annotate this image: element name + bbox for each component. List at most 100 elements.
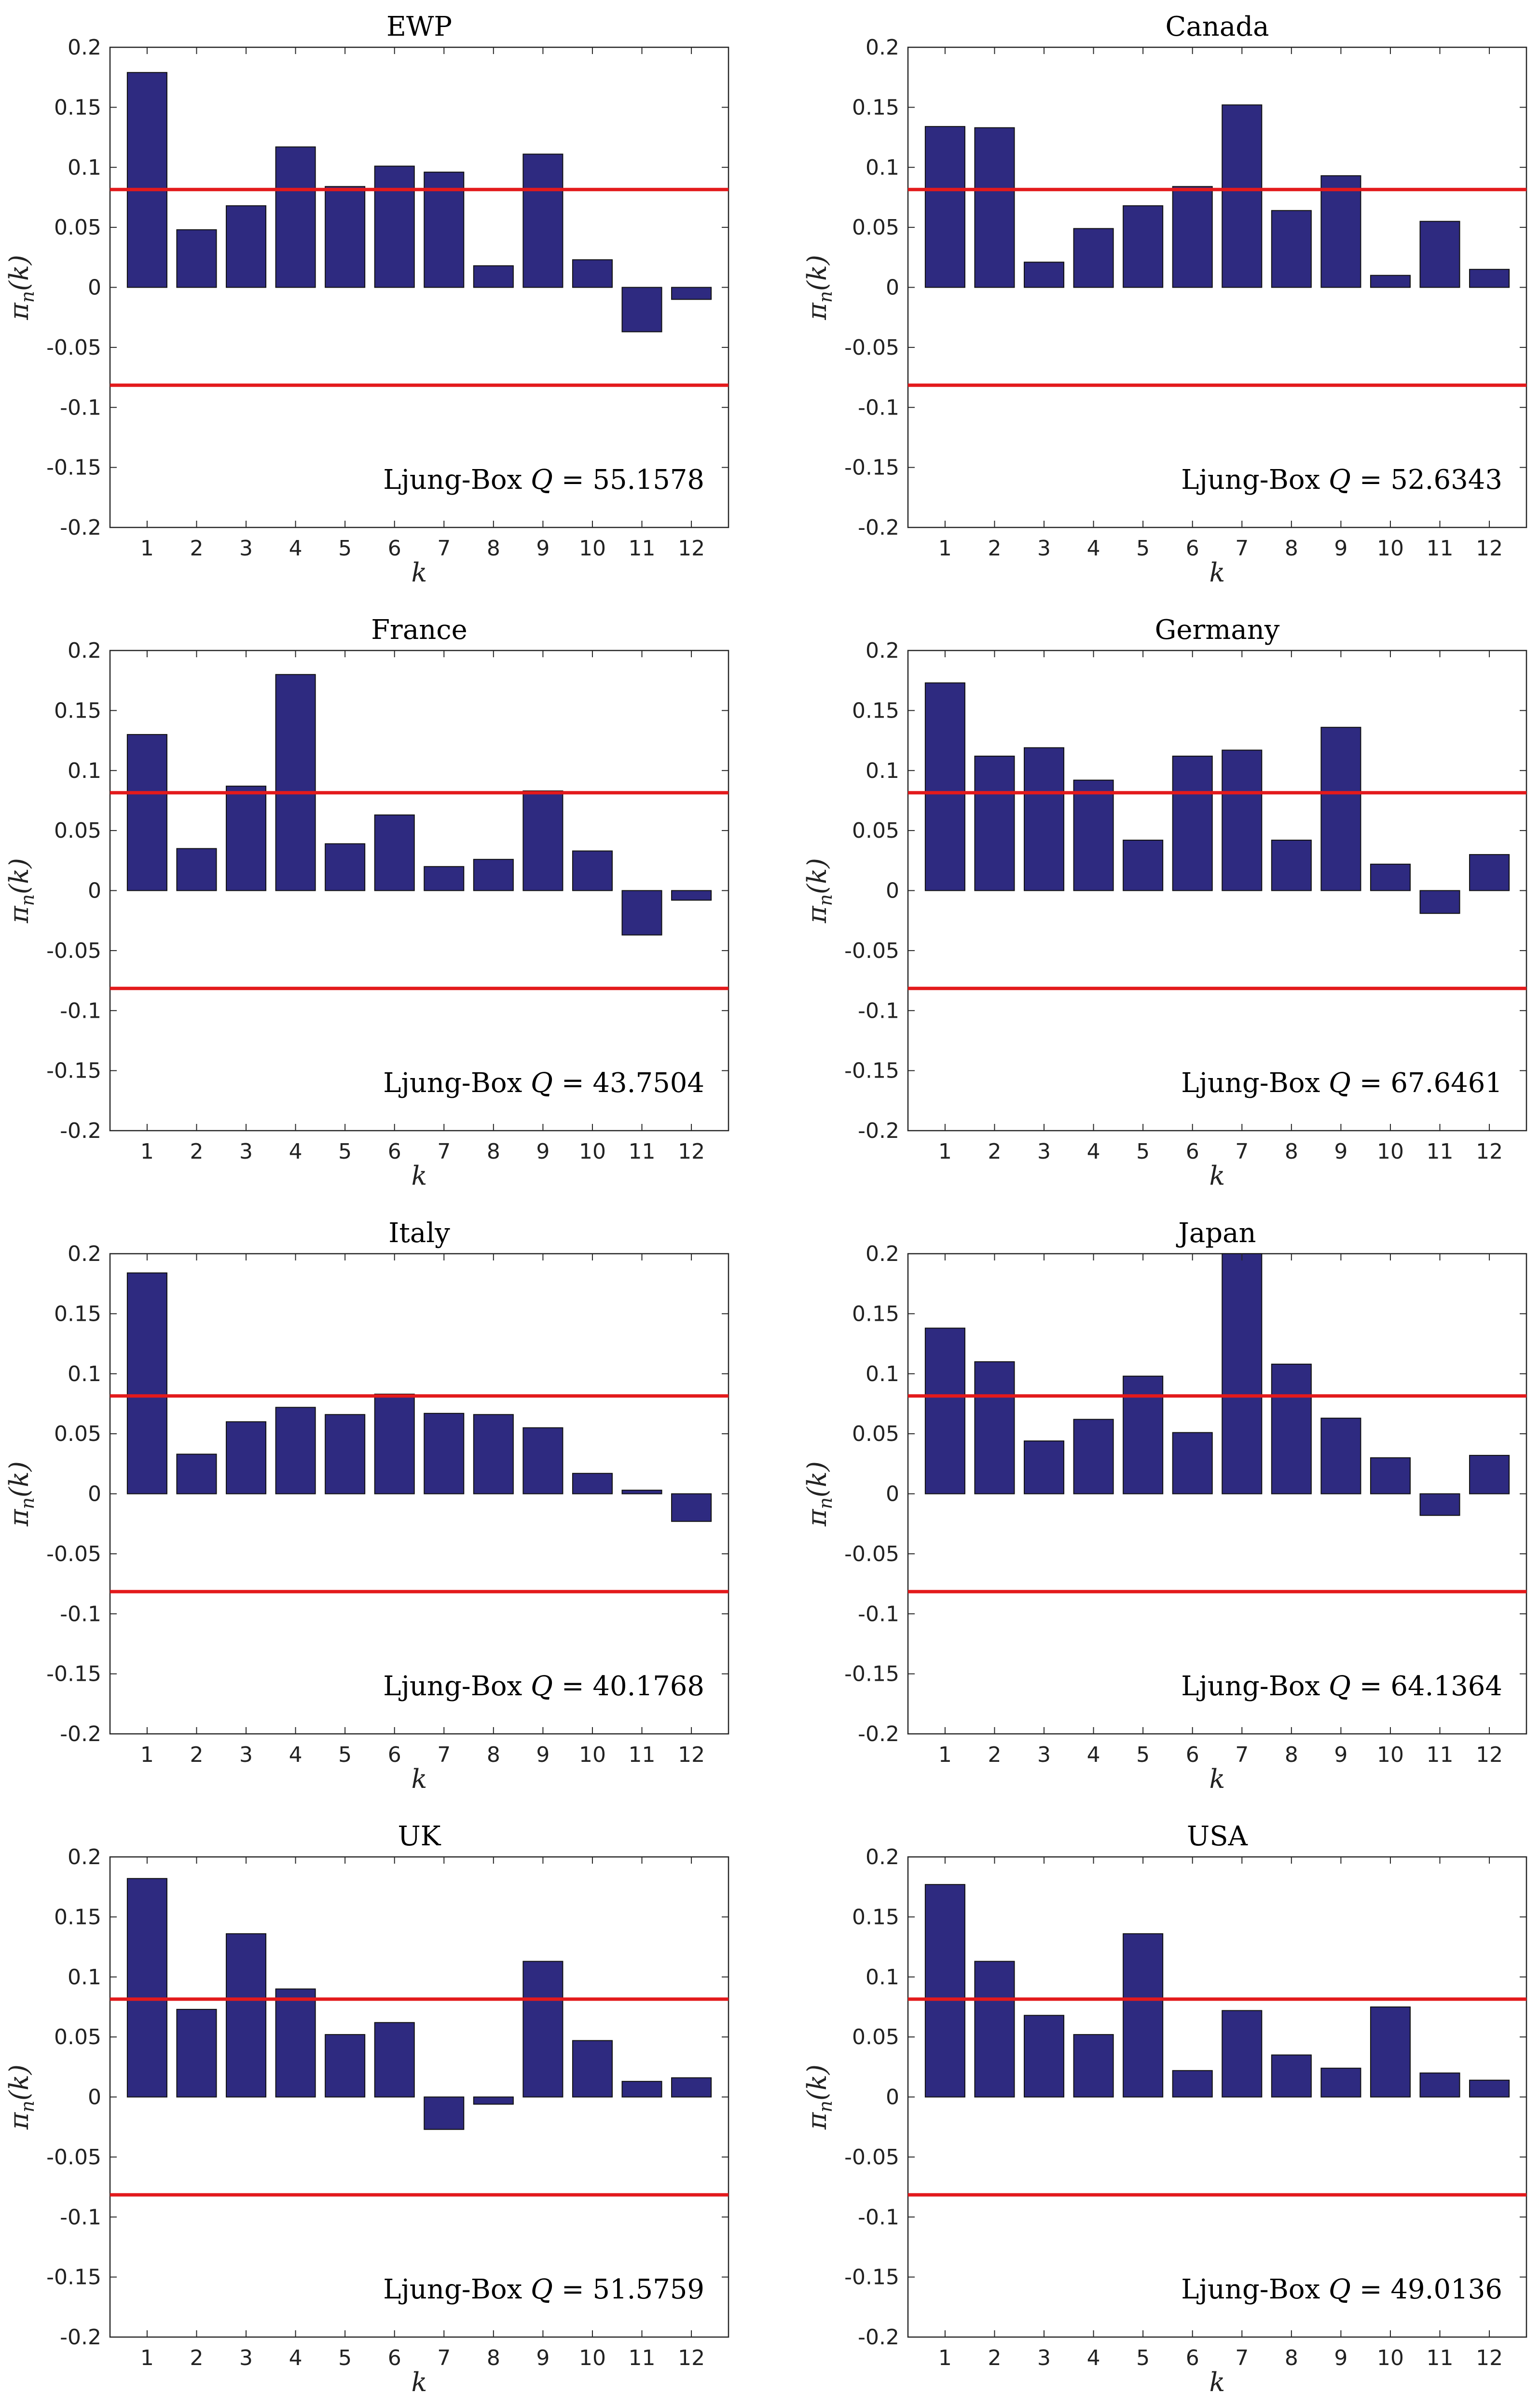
panel-title: Italy: [388, 1218, 450, 1249]
y-axis-label-base: π: [4, 905, 34, 924]
x-axis-label: k: [1209, 2367, 1225, 2397]
annotation-q: Q: [1329, 2274, 1351, 2305]
y-axis-label-sub: n: [815, 894, 836, 906]
annotation-value: = 67.6461: [1351, 1067, 1502, 1099]
y-tick-label: 0: [886, 276, 899, 300]
x-tick-label: 8: [487, 2346, 500, 2370]
annotation-q: Q: [1329, 464, 1351, 496]
annotation-prefix: Ljung-Box: [1181, 464, 1329, 496]
bar: [275, 674, 316, 891]
bar: [1419, 221, 1460, 288]
bar: [473, 265, 514, 288]
y-tick-label: -0.1: [60, 1602, 101, 1626]
bar: [325, 1414, 366, 1495]
x-tick-label: 5: [338, 1139, 352, 1164]
bar: [671, 890, 712, 901]
y-axis-label: πn(k): [4, 1461, 38, 1527]
y-tick-label: -0.15: [844, 1059, 899, 1083]
y-axis-label-sub: n: [815, 1497, 836, 1509]
y-tick-label: -0.1: [858, 1602, 899, 1626]
annotation-q: Q: [531, 2274, 553, 2305]
y-tick-label: 0: [88, 276, 101, 300]
y-tick-label: 0.05: [852, 1422, 899, 1446]
y-tick-label: -0.05: [46, 335, 101, 360]
x-tick-label: 6: [1186, 536, 1199, 561]
bar: [176, 848, 217, 891]
y-tick-label: -0.05: [844, 2145, 899, 2170]
x-tick-label: 12: [1476, 1743, 1503, 1767]
x-tick-label: 11: [629, 2346, 656, 2370]
x-tick-label: 3: [1037, 2346, 1051, 2370]
bar: [275, 1988, 316, 2098]
x-axis-label: k: [412, 1161, 427, 1191]
bar: [572, 850, 613, 891]
bar: [1172, 755, 1213, 891]
bar: [176, 1453, 217, 1495]
x-axis-label: k: [1209, 557, 1225, 588]
x-tick-label: 3: [239, 1743, 253, 1767]
annotation-prefix: Ljung-Box: [1181, 1671, 1329, 1702]
bar: [1222, 104, 1263, 288]
y-axis-label: πn(k): [4, 2064, 38, 2130]
x-tick-label: 9: [1334, 1139, 1347, 1164]
x-tick-label: 10: [579, 1139, 606, 1164]
x-tick-label: 2: [190, 1743, 203, 1767]
x-tick-label: 4: [1087, 1743, 1100, 1767]
x-tick-label: 2: [190, 536, 203, 561]
y-tick-label: -0.05: [46, 2145, 101, 2170]
y-axis-label-arg: (k): [4, 858, 34, 894]
x-tick-label: 3: [239, 2346, 253, 2370]
x-tick-label: 7: [1235, 1743, 1249, 1767]
x-tick-label: 7: [437, 1743, 451, 1767]
y-tick-label: 0.05: [852, 818, 899, 843]
x-tick-label: 8: [1285, 1139, 1298, 1164]
y-axis-label-base: π: [802, 302, 832, 320]
y-axis-label: πn(k): [802, 1461, 836, 1527]
ljung-box-annotation: Ljung-Box Q = 40.1768: [383, 1671, 704, 1702]
bar: [1320, 727, 1361, 891]
x-axis-label: k: [1209, 1764, 1225, 1794]
bar: [1469, 1454, 1510, 1495]
x-axis-label: k: [412, 1764, 427, 1794]
x-tick-label: 11: [629, 1743, 656, 1767]
bar: [1271, 210, 1312, 288]
bar: [176, 229, 217, 288]
x-tick-label: 3: [239, 536, 253, 561]
bar: [126, 72, 167, 288]
x-tick-label: 8: [1285, 2346, 1298, 2370]
panel-ewp: 0.20.150.10.050-0.05-0.1-0.15-0.21 2 3 4 5 6 7…: [4, 11, 729, 588]
x-tick-label: 5: [338, 1743, 352, 1767]
x-tick-label: 5: [338, 2346, 352, 2370]
bar: [1469, 854, 1510, 891]
y-tick-label: 0.1: [866, 155, 899, 180]
x-tick-label: 1: [140, 2346, 154, 2370]
bar: [1271, 840, 1312, 891]
x-tick-label: 9: [1334, 2346, 1347, 2370]
bar: [1123, 1933, 1164, 2098]
annotation-prefix: Ljung-Box: [383, 1067, 531, 1099]
y-tick-label: 0.15: [852, 1301, 899, 1326]
ljung-box-annotation: Ljung-Box Q = 43.7504: [383, 1067, 704, 1099]
x-axis-label: k: [412, 2367, 427, 2397]
y-tick-label: -0.05: [844, 1542, 899, 1566]
y-tick-label: 0.1: [866, 1965, 899, 1990]
y-tick-label: -0.2: [858, 515, 899, 540]
bar: [325, 186, 366, 288]
bar: [1172, 2070, 1213, 2098]
y-tick-label: -0.1: [858, 2205, 899, 2229]
y-tick-label: 0: [886, 879, 899, 903]
y-tick-label: 0.2: [68, 1242, 101, 1266]
x-tick-label: 3: [1037, 1139, 1051, 1164]
bar: [1172, 1432, 1213, 1495]
y-tick-label: 0.05: [54, 818, 101, 843]
panel-title: USA: [1187, 1821, 1248, 1852]
y-tick-label: 0.2: [866, 1242, 899, 1266]
y-tick-label: 0: [886, 1482, 899, 1507]
y-tick-label: 0: [88, 879, 101, 903]
x-tick-label: 12: [1476, 1139, 1503, 1164]
bar: [671, 2077, 712, 2098]
annotation-prefix: Ljung-Box: [383, 1671, 531, 1702]
x-tick-label: 3: [1037, 536, 1051, 561]
annotation-value: = 55.1578: [553, 464, 704, 496]
y-tick-label: 0.2: [68, 35, 101, 60]
